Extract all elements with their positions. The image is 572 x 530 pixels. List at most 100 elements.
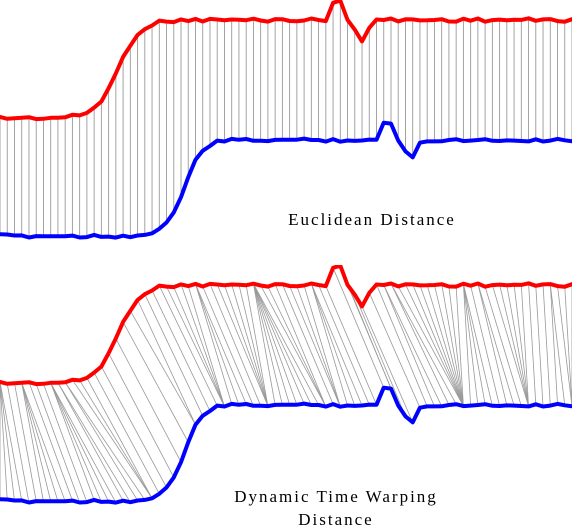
connector-line [21,382,52,502]
connector-line [441,284,464,407]
connector-line [64,382,138,501]
connector-line [72,379,153,499]
connector-line [528,283,537,405]
connector-line [549,284,558,404]
connector-line [455,286,464,407]
euclidean-diagram [0,0,572,240]
connector-line [93,372,160,495]
connector-line [462,283,472,406]
connector-line [50,382,117,503]
connector-line [477,283,515,406]
connector-line [376,284,428,407]
connector-line [151,290,211,412]
dtw-label-line2: Distance [298,510,374,529]
connector-line [195,283,247,405]
connector-line [520,284,529,407]
connector-line [506,285,529,407]
connector-line [462,283,479,406]
connector-line [310,283,348,406]
connector-line [426,285,464,407]
connector-line [57,382,124,501]
connector-line [383,284,443,407]
connector-line [303,285,341,407]
connector-line [50,382,95,501]
connector-line [216,284,269,407]
connector-line [86,377,153,499]
connector-line [209,283,262,406]
connector-line [296,286,341,407]
bottom-series-line [0,385,572,505]
connector-line [253,283,283,405]
connector-line [253,283,305,404]
connector-line [158,285,218,406]
connector-line [64,382,146,501]
connector-line [260,285,327,407]
connector-line [231,284,269,407]
top-series-line [0,0,572,122]
connector-line [202,286,254,406]
connector-line [245,285,269,407]
connector-line [267,286,327,407]
top-series-line [0,265,572,387]
connector-line [557,286,572,407]
connector-line [115,338,182,463]
connector-line [253,283,276,405]
connector-line [491,284,529,407]
connector-line [354,294,406,417]
connector-line [253,283,319,406]
connector-line [325,285,377,405]
connector-line [21,382,66,502]
connector-line [43,383,88,503]
dtw-panel: Dynamic Time Warping Distance [0,265,572,530]
connector-line [484,286,522,407]
euclidean-panel: Euclidean Distance [0,0,572,240]
dtw-label-line1: Dynamic Time Warping [234,487,438,506]
connector-line [564,286,572,407]
connector-line [318,284,370,405]
connector-line [513,284,529,407]
connector-line [50,382,109,502]
euclidean-label: Euclidean Distance [288,210,456,229]
connector-line [21,382,44,502]
connector-line [383,284,435,407]
connector-line [310,283,356,407]
connector-line [397,286,464,407]
connector-line [144,293,204,416]
connector-line [274,283,327,407]
connector-lines [0,265,572,503]
connector-line [180,284,225,407]
connector-line [108,352,175,478]
connector-line [332,267,385,388]
connector-line [187,285,225,407]
connector-line [470,285,500,407]
connector-line [390,283,450,406]
connector-line [463,283,493,406]
connector-line [195,283,233,404]
connector-line [542,284,551,406]
connector-line [0,381,23,501]
connector-line [129,310,196,425]
connector-line [448,286,464,407]
connector-line [477,283,508,406]
connector-line [347,284,399,406]
connector-line [434,284,464,407]
connector-line [361,306,414,423]
connector-line [289,285,341,407]
connector-line [253,283,298,405]
connector-line [0,381,8,500]
connector-line [253,283,312,406]
connector-line [535,285,544,407]
connector-line [79,380,153,499]
connector-line [50,382,102,503]
connector-line [21,382,59,502]
connector-line [166,286,225,407]
connector-line [412,284,464,407]
connector-line [419,285,464,407]
connector-line [195,283,240,405]
connector-line [549,284,566,406]
connector-line [6,383,30,503]
connector-line [310,283,363,406]
connector-line [14,383,37,502]
connector-line [390,283,457,405]
connector-line [57,382,131,503]
